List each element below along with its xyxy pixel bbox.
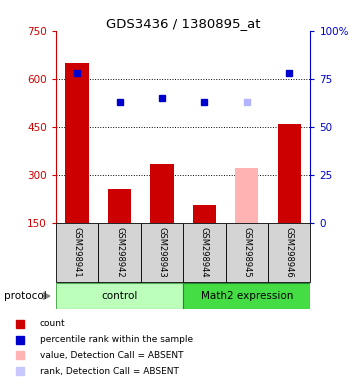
Text: GSM298944: GSM298944 bbox=[200, 227, 209, 278]
Bar bbox=[65, 63, 89, 223]
Text: Math2 expression: Math2 expression bbox=[201, 291, 293, 301]
Text: GSM298945: GSM298945 bbox=[242, 227, 251, 278]
Text: protocol: protocol bbox=[4, 291, 46, 301]
Text: GSM298941: GSM298941 bbox=[73, 227, 82, 278]
Text: GSM298943: GSM298943 bbox=[157, 227, 166, 278]
Text: percentile rank within the sample: percentile rank within the sample bbox=[40, 335, 193, 344]
Text: value, Detection Call = ABSENT: value, Detection Call = ABSENT bbox=[40, 351, 183, 360]
Bar bbox=[150, 164, 174, 223]
Bar bbox=[183, 223, 226, 282]
Bar bbox=[193, 205, 216, 223]
Bar bbox=[56, 283, 183, 309]
Bar bbox=[268, 223, 310, 282]
Title: GDS3436 / 1380895_at: GDS3436 / 1380895_at bbox=[106, 17, 260, 30]
Bar bbox=[56, 223, 98, 282]
Bar bbox=[235, 168, 258, 223]
Bar bbox=[183, 283, 310, 309]
Text: control: control bbox=[101, 291, 138, 301]
Bar bbox=[226, 223, 268, 282]
Text: count: count bbox=[40, 319, 65, 328]
Bar bbox=[278, 124, 301, 223]
Text: GSM298942: GSM298942 bbox=[115, 227, 124, 278]
Bar bbox=[108, 189, 131, 223]
Bar bbox=[98, 223, 141, 282]
Bar bbox=[141, 223, 183, 282]
Text: GSM298946: GSM298946 bbox=[285, 227, 294, 278]
Text: rank, Detection Call = ABSENT: rank, Detection Call = ABSENT bbox=[40, 367, 179, 376]
